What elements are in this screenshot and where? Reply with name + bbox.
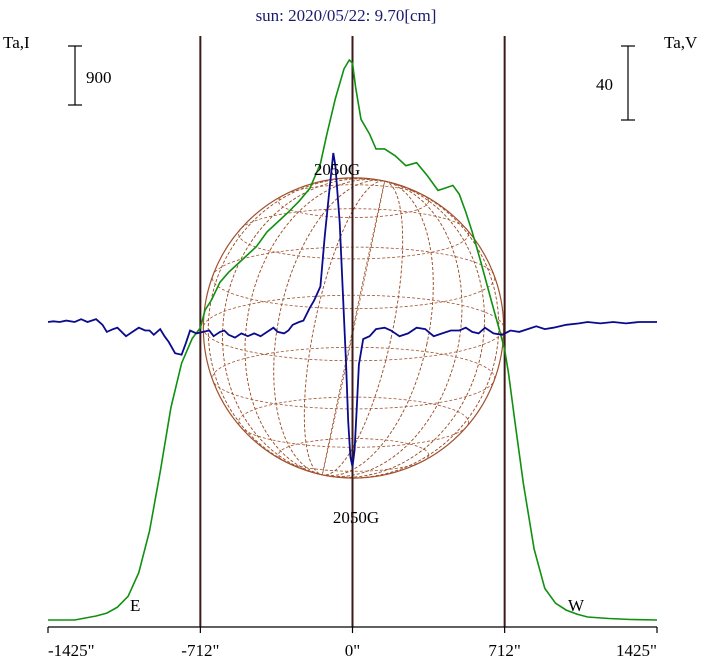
lower-annotation: 2050G (333, 508, 379, 527)
x-tick-label: -712" (181, 641, 219, 660)
stokes-v-curve (47, 152, 657, 467)
x-tick-label: 1425" (616, 641, 657, 660)
east-label: E (130, 596, 140, 615)
right-scale-bar-label: 40 (596, 75, 613, 94)
left-axis-label: Ta,I (3, 33, 30, 52)
x-axis-ticks: -1425" -712" 0" 712" 1425" (47, 627, 658, 660)
stokes-i-curve (48, 58, 658, 621)
right-scale-bar (621, 45, 635, 121)
x-tick-label: -1425" (48, 641, 95, 660)
west-label: W (568, 596, 585, 615)
upper-annotation: 2050G (314, 160, 360, 179)
left-scale-bar (68, 45, 82, 106)
left-scale-bar-label: 900 (86, 68, 112, 87)
chart-title: sun: 2020/05/22: 9.70[cm] (256, 6, 437, 25)
right-axis-label: Ta,V (664, 33, 698, 52)
meridian-line (207, 177, 500, 479)
limb-lines (199, 36, 506, 627)
x-tick-label: 712" (488, 641, 520, 660)
x-tick-label: 0" (345, 641, 360, 660)
